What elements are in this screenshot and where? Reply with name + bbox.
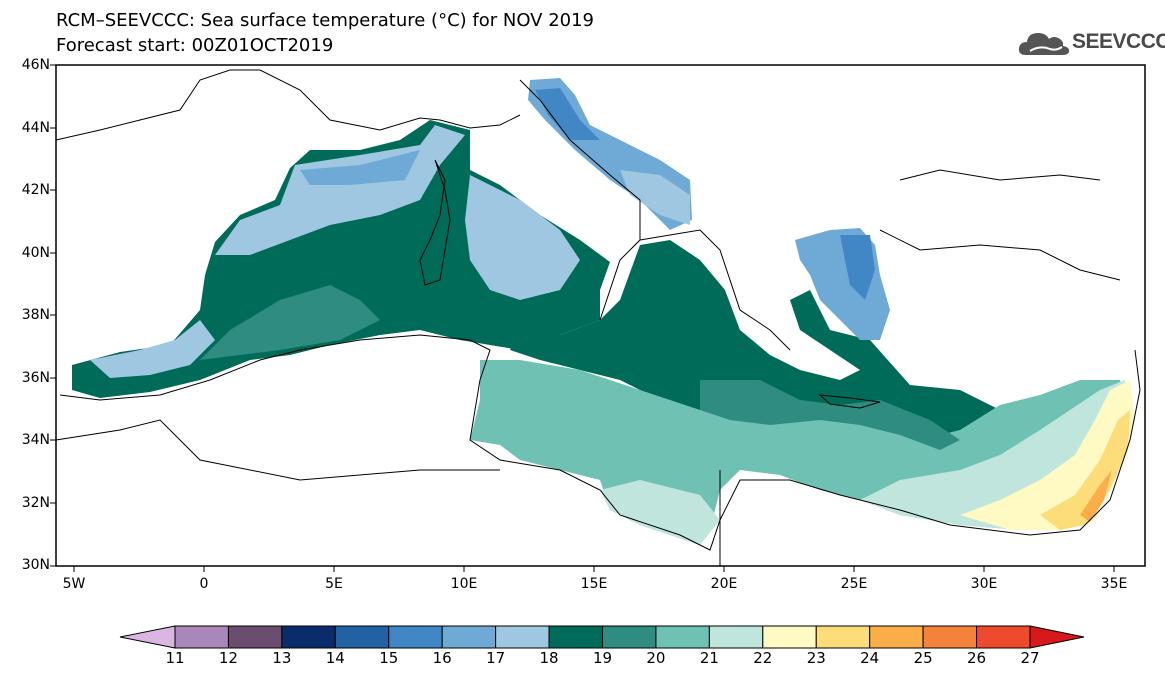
sst-libyan-shelf — [600, 480, 720, 545]
sst-ionian — [510, 240, 1000, 450]
colorbar-bin — [922, 625, 978, 649]
lat-label-40n: 40N — [21, 245, 50, 261]
colorbar-label: 12 — [218, 649, 238, 667]
colorbar-bin — [174, 625, 229, 649]
colorbar-bin — [227, 625, 283, 649]
colorbar-label: 22 — [753, 649, 773, 667]
sst-alboran-cool — [90, 320, 215, 378]
lon-label-35e: 35E — [1100, 576, 1128, 592]
forecast-start-label: Forecast start: 00Z01OCT2019 — [56, 35, 334, 56]
sst-gulf-of-lion-cold — [300, 150, 420, 185]
lon-label-30e: 30E — [970, 576, 998, 592]
lon-label-5w: 5W — [62, 576, 86, 592]
sst-aegean-cold — [840, 235, 875, 300]
sst-western-basin-warm — [200, 285, 380, 360]
colorbar-bin — [548, 625, 603, 649]
colorbar — [119, 625, 1085, 649]
colorbar-bin — [281, 625, 336, 649]
colorbar-bin — [334, 625, 390, 649]
lat-label-32n: 32N — [21, 495, 50, 511]
lat-label-34n: 34N — [21, 432, 50, 448]
colorbar-arrow-high — [1029, 625, 1085, 649]
colorbar-label: 23 — [806, 649, 826, 667]
colorbar-label: 20 — [646, 649, 666, 667]
colorbar-bin — [815, 625, 871, 649]
colorbar-label: 16 — [432, 649, 452, 667]
sst-tyrrhenian-cool — [465, 175, 580, 300]
colorbar-label: 19 — [592, 649, 613, 667]
sst-adriatic-north-cold — [535, 88, 600, 140]
colorbar-label: 13 — [272, 649, 292, 667]
colorbar-arrow-low — [119, 625, 176, 649]
colorbar-label: 21 — [699, 649, 719, 667]
sst-levantine-hottest — [1080, 470, 1112, 522]
sst-field — [72, 78, 1135, 545]
colorbar-label: 18 — [539, 649, 559, 667]
lat-label-46n: 46N — [21, 57, 50, 73]
colorbar-bin — [602, 625, 657, 649]
colorbar-bin — [976, 625, 1031, 649]
lon-label-20e: 20E — [710, 576, 738, 592]
coastlines — [55, 69, 1141, 566]
colorbar-bin — [495, 625, 550, 649]
lat-label-44n: 44N — [21, 120, 50, 136]
lat-label-38n: 38N — [21, 307, 50, 323]
colorbar-bin — [762, 625, 817, 649]
sst-adriatic-south — [620, 170, 690, 225]
lon-label-15e: 15E — [580, 576, 608, 592]
colorbar-bin — [441, 625, 497, 649]
lat-label-36n: 36N — [21, 370, 50, 386]
colorbar-label: 27 — [1020, 649, 1040, 667]
colorbar-bin — [708, 625, 764, 649]
colorbar-label: 11 — [165, 649, 185, 667]
map-title: RCM–SEEVCCC: Sea surface temperature (°C… — [56, 10, 595, 31]
lon-label-10e: 10E — [450, 576, 478, 592]
colorbar-label: 24 — [860, 649, 880, 667]
cloud-icon — [1018, 33, 1070, 55]
colorbar-label: 25 — [913, 649, 933, 667]
colorbar-bin — [655, 625, 710, 649]
lon-label-0: 0 — [199, 576, 209, 592]
lon-ticks — [73, 566, 1115, 572]
colorbar-bin — [388, 625, 443, 649]
logo-text: SEEVCCC — [1072, 30, 1165, 53]
lon-label-25e: 25E — [840, 576, 868, 592]
lon-label-5e: 5E — [325, 576, 343, 592]
colorbar-label: 15 — [379, 649, 399, 667]
seevccc-logo: SEEVCCC — [1016, 25, 1165, 61]
lat-ticks — [50, 64, 56, 567]
lat-label-42n: 42N — [21, 182, 50, 198]
colorbar-label: 26 — [967, 649, 987, 667]
lat-label-30n: 30N — [21, 557, 50, 573]
colorbar-label: 17 — [486, 649, 506, 667]
colorbar-bin — [869, 625, 924, 649]
sst-central-mid — [700, 380, 960, 450]
colorbar-label: 14 — [325, 649, 345, 667]
